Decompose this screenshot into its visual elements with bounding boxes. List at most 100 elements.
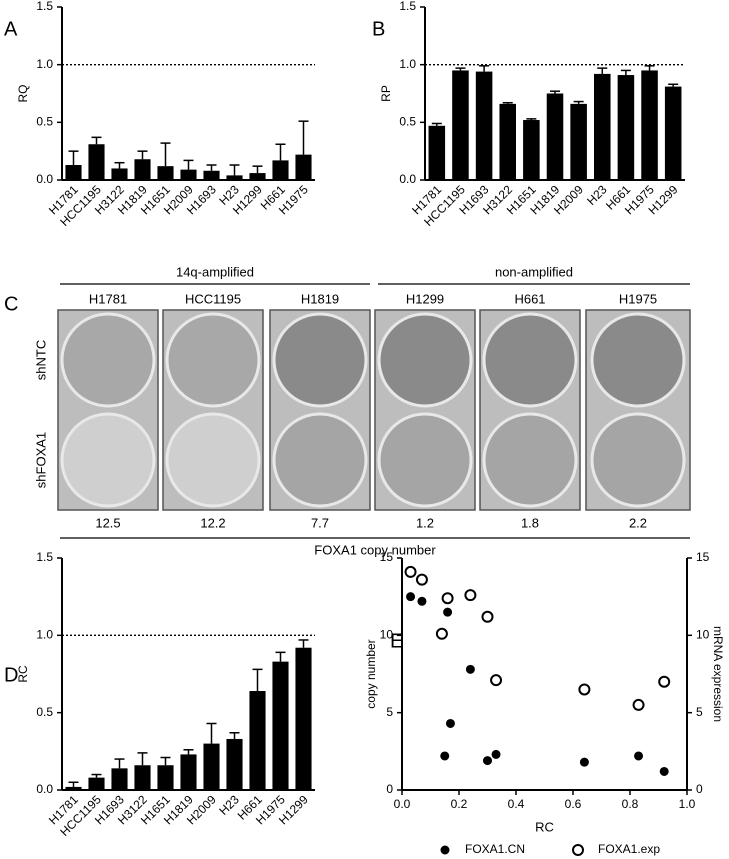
- scatter-point: [481, 610, 494, 623]
- panel-label: B: [372, 18, 385, 40]
- well: [165, 312, 261, 408]
- bar: [272, 160, 289, 180]
- copy-number-label: 1.8: [521, 515, 539, 530]
- well: [165, 412, 261, 508]
- bar: [475, 71, 493, 180]
- panel-label: D: [4, 664, 18, 686]
- bar: [88, 144, 105, 180]
- group-label: 14q-amplified: [176, 264, 254, 279]
- bar: [157, 166, 174, 180]
- y-axis-label: RP: [379, 85, 393, 102]
- scatter-point: [490, 674, 503, 687]
- y-tick-label: 15: [696, 550, 710, 564]
- bar: [664, 86, 682, 180]
- well: [272, 412, 368, 508]
- well: [60, 412, 156, 508]
- bar: [203, 170, 220, 180]
- y-axis-label: RQ: [16, 85, 30, 103]
- bar: [157, 765, 174, 790]
- axis-label: FOXA1 copy number: [314, 542, 436, 557]
- scatter-point: [464, 589, 477, 602]
- bar: [523, 120, 540, 180]
- cell-line-label: H1781: [89, 291, 127, 306]
- scatter-point: [465, 664, 475, 674]
- bar: [226, 738, 243, 790]
- cell-line-label: HCC1195: [185, 291, 241, 306]
- well: [482, 412, 578, 508]
- scatter-point: [435, 627, 448, 640]
- bar: [617, 75, 635, 180]
- well: [590, 412, 686, 508]
- well: [377, 312, 473, 408]
- well: [272, 312, 368, 408]
- x-axis-label: RC: [535, 819, 554, 834]
- y-tick-label: 0: [386, 782, 393, 796]
- y-tick-label: 5: [386, 705, 393, 719]
- copy-number-label: 1.2: [416, 515, 434, 530]
- bar: [111, 768, 128, 790]
- copy-number-label: 12.2: [200, 515, 225, 530]
- x-tick-label: 0.0: [394, 797, 411, 811]
- group-label: non-amplified: [495, 264, 573, 279]
- cell-line-label: H1819: [301, 291, 339, 306]
- legend-marker: [572, 844, 584, 856]
- y-tick-label: 10: [380, 628, 394, 642]
- scatter-point: [404, 565, 417, 578]
- cell-line-label: H661: [514, 291, 545, 306]
- y-tick-label: 0: [696, 782, 703, 796]
- x-tick-label: 0.2: [451, 797, 468, 811]
- well: [377, 412, 473, 508]
- bar: [272, 661, 289, 790]
- scatter-point: [440, 751, 450, 761]
- bar: [134, 159, 151, 180]
- y-tick-label: 15: [380, 550, 394, 564]
- panel-label: A: [4, 18, 18, 40]
- bar: [180, 754, 197, 790]
- y-axis-label: RC: [16, 665, 30, 683]
- bar: [428, 125, 446, 180]
- x-tick-label: 0.4: [508, 797, 525, 811]
- scatter-point: [406, 592, 416, 602]
- y-tick-label: 10: [696, 628, 710, 642]
- scatter-point: [417, 596, 427, 606]
- legend-label: FOXA1.CN: [465, 842, 525, 856]
- scatter-point: [445, 718, 455, 728]
- bar: [249, 691, 266, 790]
- scatter-point: [578, 683, 591, 696]
- y-tick-label: 0.0: [36, 172, 53, 186]
- y-tick-label: 0.5: [36, 115, 53, 129]
- bar: [226, 175, 243, 180]
- well: [590, 312, 686, 408]
- scatter-point: [441, 592, 454, 605]
- bar: [295, 647, 312, 790]
- row-label: shNTC: [33, 340, 48, 380]
- cell-line-label: H1299: [406, 291, 444, 306]
- legend-label: FOXA1.exp: [598, 842, 660, 856]
- y-tick-label: 0.0: [399, 172, 416, 186]
- y-tick-label: 1.0: [36, 628, 53, 642]
- row-label: shFOXA1: [33, 432, 48, 488]
- bar: [88, 777, 105, 790]
- y-tick-label: 1.0: [36, 57, 53, 71]
- copy-number-label: 2.2: [629, 515, 647, 530]
- bar: [249, 173, 266, 180]
- bar: [570, 103, 587, 180]
- scatter-point: [415, 573, 428, 586]
- scatter-point: [634, 751, 644, 761]
- cell-line-label: H1975: [619, 291, 657, 306]
- bar: [641, 70, 658, 180]
- bar: [594, 73, 611, 180]
- x-tick-label: 0.6: [565, 797, 582, 811]
- scatter-point: [659, 766, 669, 776]
- bar: [546, 93, 564, 180]
- y2-axis-label: mRNA expression: [711, 626, 725, 722]
- scatter-point: [483, 756, 492, 766]
- well: [482, 312, 578, 408]
- y-tick-label: 1.5: [36, 0, 53, 13]
- bar: [65, 786, 82, 790]
- y-tick-label: 1.5: [399, 0, 416, 13]
- y-axis-label: copy number: [364, 639, 378, 708]
- scatter-point: [579, 757, 589, 767]
- scatter-point: [443, 607, 453, 617]
